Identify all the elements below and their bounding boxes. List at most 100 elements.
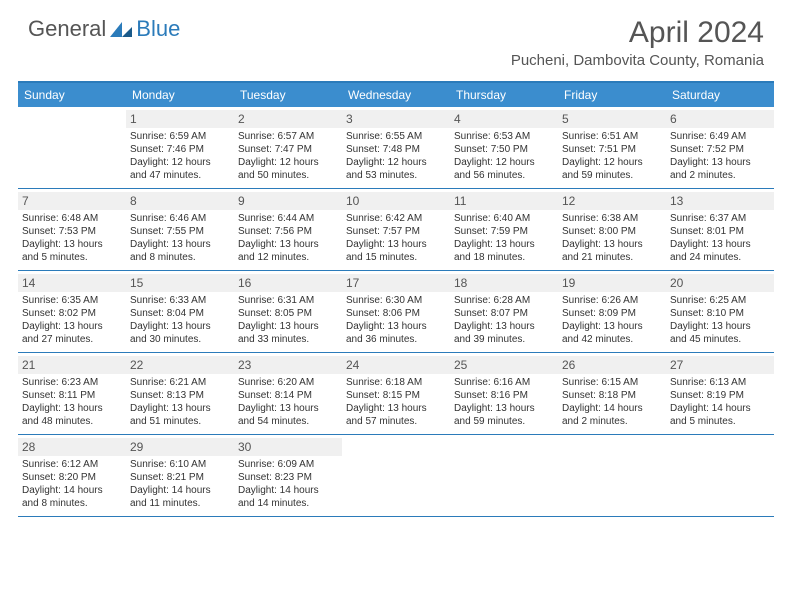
day-cell: 5Sunrise: 6:51 AMSunset: 7:51 PMDaylight… — [558, 107, 666, 188]
day-number: 20 — [666, 274, 774, 292]
day-number: 29 — [126, 438, 234, 456]
day-body: Sunrise: 6:26 AMSunset: 8:09 PMDaylight:… — [562, 294, 661, 346]
day-line: Daylight: 14 hours — [238, 484, 337, 497]
day-line: Daylight: 13 hours — [454, 320, 553, 333]
day-line: and 12 minutes. — [238, 251, 337, 264]
day-body: Sunrise: 6:46 AMSunset: 7:55 PMDaylight:… — [130, 212, 229, 264]
weeks-container: 1Sunrise: 6:59 AMSunset: 7:46 PMDaylight… — [18, 107, 774, 517]
day-line: Daylight: 13 hours — [130, 238, 229, 251]
day-line: and 11 minutes. — [130, 497, 229, 510]
day-line: Sunrise: 6:23 AM — [22, 376, 121, 389]
day-number: 14 — [18, 274, 126, 292]
day-line: Sunset: 7:57 PM — [346, 225, 445, 238]
logo: General Blue — [28, 16, 180, 42]
day-line: Sunrise: 6:38 AM — [562, 212, 661, 225]
day-number: 19 — [558, 274, 666, 292]
day-line: and 42 minutes. — [562, 333, 661, 346]
day-line: and 59 minutes. — [454, 415, 553, 428]
title-block: April 2024 Pucheni, Dambovita County, Ro… — [511, 16, 764, 69]
day-line: and 5 minutes. — [22, 251, 121, 264]
day-line: and 45 minutes. — [670, 333, 769, 346]
day-line: and 2 minutes. — [670, 169, 769, 182]
location: Pucheni, Dambovita County, Romania — [511, 52, 764, 69]
day-line: Sunset: 8:15 PM — [346, 389, 445, 402]
day-line: Sunset: 8:05 PM — [238, 307, 337, 320]
day-cell — [450, 435, 558, 516]
day-body: Sunrise: 6:31 AMSunset: 8:05 PMDaylight:… — [238, 294, 337, 346]
day-cell: 19 Sunrise: 6:26 AMSunset: 8:09 PMDayligh… — [558, 271, 666, 352]
day-line: Sunset: 7:55 PM — [130, 225, 229, 238]
day-line: Daylight: 13 hours — [238, 238, 337, 251]
day-body: Sunrise: 6:44 AMSunset: 7:56 PMDaylight:… — [238, 212, 337, 264]
day-line: Sunrise: 6:12 AM — [22, 458, 121, 471]
day-line: and 54 minutes. — [238, 415, 337, 428]
day-cell: 16Sunrise: 6:31 AMSunset: 8:05 PMDayligh… — [234, 271, 342, 352]
day-number: 24 — [342, 356, 450, 374]
day-line: Daylight: 13 hours — [346, 402, 445, 415]
day-line: and 14 minutes. — [238, 497, 337, 510]
day-cell: 25Sunrise: 6:16 AMSunset: 8:16 PMDayligh… — [450, 353, 558, 434]
day-line: Sunrise: 6:26 AM — [562, 294, 661, 307]
day-body: Sunrise: 6:30 AMSunset: 8:06 PMDaylight:… — [346, 294, 445, 346]
day-body: Sunrise: 6:57 AMSunset: 7:47 PMDaylight:… — [238, 130, 337, 182]
day-line: Sunrise: 6:51 AM — [562, 130, 661, 143]
day-line: Sunset: 7:52 PM — [670, 143, 769, 156]
day-body: Sunrise: 6:37 AMSunset: 8:01 PMDaylight:… — [670, 212, 769, 264]
weekday-header: Sunday — [18, 83, 126, 107]
day-cell: 21Sunrise: 6:23 AMSunset: 8:11 PMDayligh… — [18, 353, 126, 434]
day-line: and 59 minutes. — [562, 169, 661, 182]
day-number: 26 — [558, 356, 666, 374]
weekday-header: Tuesday — [234, 83, 342, 107]
day-line: Sunset: 8:09 PM — [562, 307, 661, 320]
day-body: Sunrise: 6:09 AMSunset: 8:23 PMDaylight:… — [238, 458, 337, 510]
day-cell: 24 Sunrise: 6:18 AMSunset: 8:15 PMDayligh… — [342, 353, 450, 434]
day-line: and 50 minutes. — [238, 169, 337, 182]
day-line: and 24 minutes. — [670, 251, 769, 264]
day-number: 17 — [342, 274, 450, 292]
day-line: Daylight: 13 hours — [238, 320, 337, 333]
day-number: 8 — [126, 192, 234, 210]
weekday-header: Friday — [558, 83, 666, 107]
day-body: Sunrise: 6:21 AMSunset: 8:13 PMDaylight:… — [130, 376, 229, 428]
day-cell: 18Sunrise: 6:28 AMSunset: 8:07 PMDayligh… — [450, 271, 558, 352]
day-number: 3 — [342, 110, 450, 128]
day-number: 7 — [18, 192, 126, 210]
day-number: 23 — [234, 356, 342, 374]
day-line: Daylight: 12 hours — [346, 156, 445, 169]
day-line: Sunrise: 6:18 AM — [346, 376, 445, 389]
day-cell: 11Sunrise: 6:40 AMSunset: 7:59 PMDayligh… — [450, 189, 558, 270]
day-line: Daylight: 13 hours — [562, 320, 661, 333]
day-line: and 56 minutes. — [454, 169, 553, 182]
day-line: Sunset: 8:16 PM — [454, 389, 553, 402]
day-line: Daylight: 13 hours — [670, 156, 769, 169]
day-line: Daylight: 13 hours — [130, 402, 229, 415]
week-row: 1Sunrise: 6:59 AMSunset: 7:46 PMDaylight… — [18, 107, 774, 189]
day-line: Sunrise: 6:59 AM — [130, 130, 229, 143]
day-cell: 30Sunrise: 6:09 AMSunset: 8:23 PMDayligh… — [234, 435, 342, 516]
day-line: Daylight: 13 hours — [670, 320, 769, 333]
day-number — [18, 110, 126, 128]
day-line: Sunset: 8:13 PM — [130, 389, 229, 402]
day-line: Sunrise: 6:33 AM — [130, 294, 229, 307]
day-body: Sunrise: 6:38 AMSunset: 8:00 PMDaylight:… — [562, 212, 661, 264]
day-line: Daylight: 13 hours — [130, 320, 229, 333]
day-number — [666, 438, 774, 456]
day-line: Daylight: 13 hours — [562, 238, 661, 251]
day-line: Sunset: 8:07 PM — [454, 307, 553, 320]
logo-text-general: General — [28, 16, 106, 42]
day-line: Sunrise: 6:46 AM — [130, 212, 229, 225]
day-line: Sunset: 8:21 PM — [130, 471, 229, 484]
day-body: Sunrise: 6:49 AMSunset: 7:52 PMDaylight:… — [670, 130, 769, 182]
day-line: and 47 minutes. — [130, 169, 229, 182]
day-line: Sunset: 8:06 PM — [346, 307, 445, 320]
day-line: Daylight: 12 hours — [130, 156, 229, 169]
day-line: Daylight: 13 hours — [22, 402, 121, 415]
day-line: and 57 minutes. — [346, 415, 445, 428]
day-line: Sunrise: 6:31 AM — [238, 294, 337, 307]
day-cell: 27Sunrise: 6:13 AMSunset: 8:19 PMDayligh… — [666, 353, 774, 434]
day-body: Sunrise: 6:18 AMSunset: 8:15 PMDaylight:… — [346, 376, 445, 428]
day-body: Sunrise: 6:20 AMSunset: 8:14 PMDaylight:… — [238, 376, 337, 428]
week-row: 28Sunrise: 6:12 AMSunset: 8:20 PMDayligh… — [18, 435, 774, 517]
day-line: Sunset: 7:51 PM — [562, 143, 661, 156]
day-line: Sunset: 8:11 PM — [22, 389, 121, 402]
